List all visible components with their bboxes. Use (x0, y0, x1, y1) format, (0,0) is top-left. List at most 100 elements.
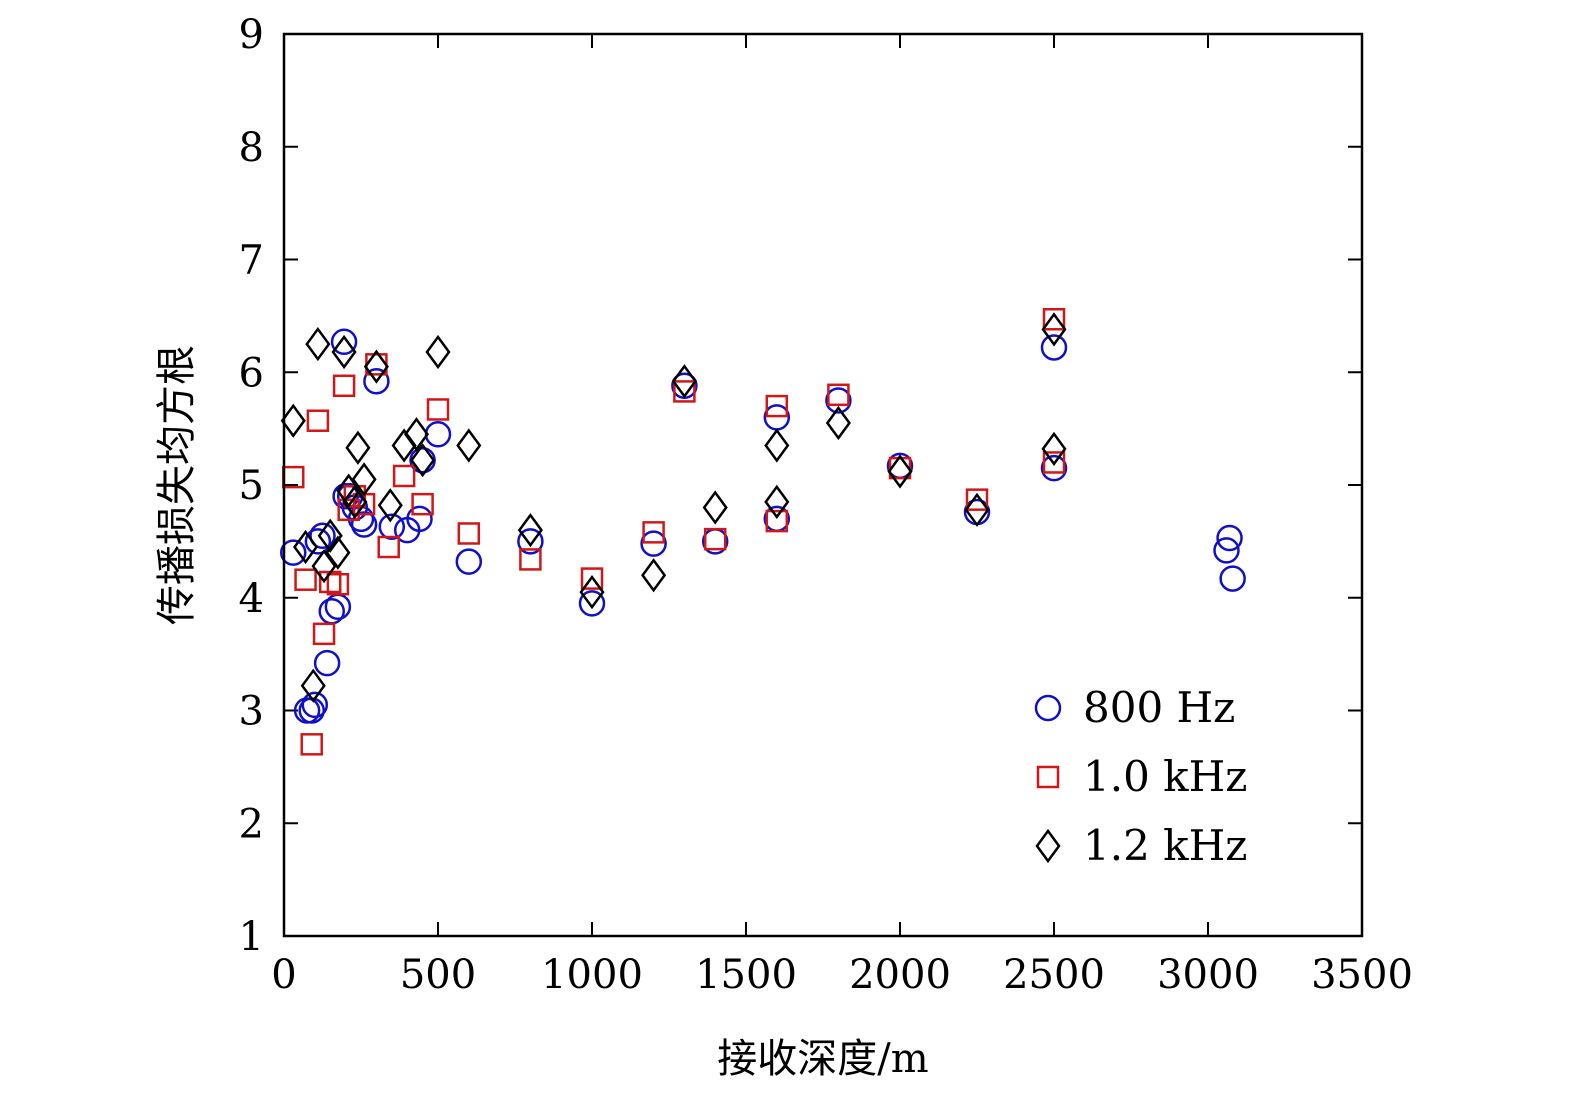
data-point-square (306, 409, 330, 432)
y-tick-label: 2 (239, 801, 264, 847)
y-tick-label: 5 (239, 463, 264, 509)
y-tick-label: 1 (239, 914, 264, 960)
data-point-circle (763, 404, 791, 431)
data-point-diamond (305, 326, 331, 362)
series-0 (279, 328, 1246, 724)
data-point-circle (301, 691, 329, 719)
legend-marker-square (1036, 765, 1060, 789)
data-point-diamond (317, 518, 343, 553)
data-point-diamond (311, 549, 337, 584)
data-point-circle (1213, 537, 1240, 564)
data-point-circle (350, 511, 378, 538)
data-point-square (673, 380, 696, 403)
x-tick-label: 2000 (849, 952, 951, 998)
data-point-circle (363, 368, 390, 395)
data-point-square (426, 398, 450, 421)
data-point-square (312, 622, 336, 646)
axis-ticks: 0 500 1000 1500 2000 2500 3000 3500 1 2 3 4 5 6 7 8 9 (239, 12, 1413, 998)
legend-label: 1.2 kHz (1083, 821, 1247, 870)
data-point-circle (1219, 565, 1246, 592)
x-tick-label: 0 (271, 952, 296, 998)
data-point-diamond (280, 403, 306, 438)
data-point-square (703, 527, 727, 551)
y-tick-label: 9 (239, 12, 264, 58)
data-point-circle (406, 505, 433, 533)
data-point-diamond (300, 668, 326, 703)
legend: 800 Hz 1.0 kHz 1.2 kHz (1034, 683, 1247, 870)
data-point-square (827, 383, 850, 407)
data-point-circle (378, 513, 406, 540)
data-point-square (392, 464, 416, 488)
data-point-diamond (1041, 431, 1067, 467)
data-point-square (765, 509, 789, 533)
data-point-square (332, 374, 356, 398)
legend-label: 800 Hz (1083, 683, 1235, 732)
x-axis-label: 接收深度/m (717, 1036, 928, 1082)
data-point-diamond (887, 454, 913, 489)
data-point-square (1042, 308, 1066, 331)
data-point-circle (1040, 454, 1068, 482)
legend-marker-circle (1034, 694, 1062, 722)
data-point-square (300, 733, 323, 756)
data-point-square (1042, 451, 1066, 474)
data-point-circle (313, 649, 341, 677)
y-tick-label: 6 (239, 350, 264, 396)
data-point-diamond (579, 574, 605, 610)
data-point-circle (304, 528, 332, 555)
x-tick-label: 1500 (695, 952, 797, 998)
legend-marker-diamond (1035, 828, 1061, 864)
data-point-circle (640, 530, 667, 557)
data-point-diamond (517, 512, 543, 548)
data-point-diamond (410, 443, 436, 478)
data-point-diamond (325, 535, 351, 570)
data-point-diamond (456, 428, 482, 463)
y-tick-label: 3 (239, 689, 264, 735)
data-point-diamond (351, 462, 377, 497)
data-points (279, 308, 1246, 756)
x-tick-label: 1000 (541, 952, 643, 998)
data-point-diamond (702, 490, 728, 525)
data-point-diamond (641, 558, 667, 593)
data-point-diamond (964, 492, 990, 527)
data-point-diamond (293, 529, 319, 565)
x-tick-label: 2500 (1003, 952, 1105, 998)
data-point-diamond (825, 405, 851, 441)
data-point-diamond (336, 473, 362, 508)
data-point-circle (517, 528, 544, 555)
x-tick-label: 3500 (1311, 952, 1413, 998)
data-point-diamond (764, 484, 790, 520)
data-point-square (580, 567, 604, 590)
data-point-diamond (671, 364, 697, 399)
x-tick-label: 3000 (1157, 952, 1259, 998)
plot-frame (282, 32, 1364, 938)
y-axis-label: 传播损失均方根 (154, 345, 200, 625)
data-point-square (965, 488, 989, 511)
series-1 (281, 308, 1066, 756)
data-point-circle (309, 522, 336, 549)
data-point-square (457, 522, 481, 545)
data-point-circle (578, 590, 606, 617)
data-point-circle (279, 539, 307, 566)
y-tick-label: 4 (239, 576, 264, 622)
data-point-square (519, 548, 542, 571)
data-point-circle (1040, 334, 1068, 361)
data-point-circle (1216, 524, 1243, 552)
data-point-circle (455, 548, 483, 575)
data-point-circle (424, 421, 452, 448)
data-point-square (765, 394, 789, 418)
data-point-diamond (425, 334, 451, 370)
data-point-square (377, 535, 400, 559)
series-2 (280, 312, 1067, 703)
y-tick-label: 7 (239, 238, 264, 284)
data-point-circle (324, 593, 352, 621)
data-point-diamond (342, 484, 368, 520)
data-point-diamond (403, 417, 429, 452)
data-point-circle (330, 328, 358, 356)
data-point-circle (825, 387, 852, 414)
data-point-diamond (764, 428, 790, 463)
data-point-diamond (1041, 312, 1067, 347)
data-point-square (411, 492, 434, 516)
x-tick-label: 500 (400, 952, 476, 998)
data-point-square (294, 568, 317, 591)
